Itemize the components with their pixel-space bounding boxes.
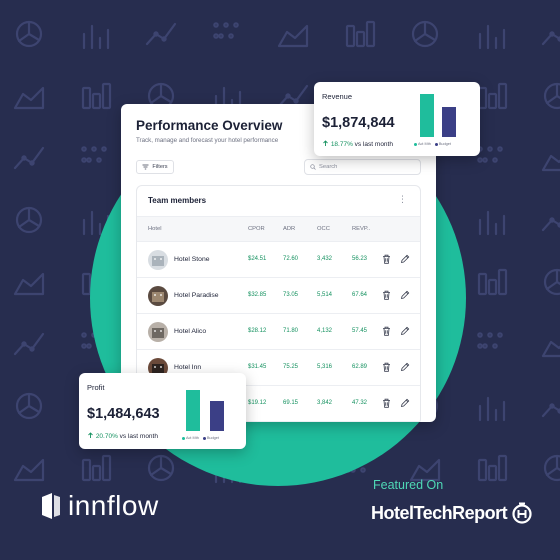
search-input[interactable]: Search — [304, 159, 421, 175]
pencil-icon[interactable] — [400, 326, 410, 336]
page-subtitle: Track, manage and forecast your hotel pe… — [136, 137, 279, 144]
trash-icon[interactable] — [382, 326, 391, 336]
arrow-up-icon — [323, 140, 328, 146]
cell-cpor: $32.85 — [248, 292, 267, 298]
cell-cpor: $31.45 — [248, 364, 267, 370]
profit-change-pct: 20.70% — [95, 433, 118, 440]
cell-revp: 62.89 — [352, 364, 368, 370]
cell-adr: 72.60 — [283, 256, 299, 262]
cell-occ: 5,514 — [317, 292, 333, 298]
search-icon — [310, 164, 316, 170]
legend-item-budget: Budget — [202, 436, 219, 440]
hotel-avatar — [148, 250, 168, 270]
cell-cpor: $19.12 — [248, 400, 267, 406]
pencil-icon[interactable] — [400, 290, 410, 300]
filters-label: Filters — [152, 164, 168, 170]
column-header-revp: REVP.. — [352, 226, 371, 232]
pencil-icon[interactable] — [400, 362, 410, 372]
cell-occ: 3,842 — [317, 400, 333, 406]
cell-adr: 73.05 — [283, 292, 299, 298]
cell-cpor: $28.12 — [248, 328, 267, 334]
column-header-occ: OCC — [317, 226, 330, 232]
hoteltechreport-mark-icon — [512, 502, 532, 524]
revenue-value: $1,874,844 — [322, 115, 395, 131]
brand-name: innflow — [68, 490, 159, 521]
pencil-icon[interactable] — [400, 398, 410, 408]
revenue-change: 18.77% vs last month — [322, 140, 393, 148]
legend-item-budget: Budget — [434, 142, 451, 146]
cell-occ: 4,132 — [317, 328, 333, 334]
cell-revp: 67.64 — [352, 292, 368, 298]
revenue-bar-actual — [420, 94, 434, 137]
column-header-adr: ADR — [283, 226, 296, 232]
hotel-name: Hotel Paradise — [174, 292, 219, 299]
table-row[interactable]: Hotel Stone $24.51 72.60 3,432 56.23 — [137, 242, 420, 278]
filter-icon — [142, 164, 149, 170]
revenue-change-text: vs last month — [354, 141, 393, 148]
revenue-bar-chart — [420, 94, 460, 137]
table-row[interactable]: Hotel Alico $28.12 71.80 4,132 57.45 — [137, 314, 420, 350]
cell-adr: 75.25 — [283, 364, 299, 370]
revenue-change-pct: 18.77% — [330, 141, 353, 148]
hotel-avatar — [148, 322, 168, 342]
table-title: Team members — [148, 196, 207, 205]
trash-icon[interactable] — [382, 290, 391, 300]
profit-card: Profit $1,484,643 20.70% vs last month A… — [79, 373, 246, 449]
revenue-bar-budget — [442, 106, 456, 137]
legend-item-act-mth: Act Mth — [182, 436, 199, 440]
cell-occ: 5,316 — [317, 364, 333, 370]
profit-value: $1,484,643 — [87, 406, 160, 422]
cell-revp: 47.32 — [352, 400, 368, 406]
hotel-avatar — [148, 286, 168, 306]
arrow-up-icon — [88, 432, 93, 438]
trash-icon[interactable] — [382, 254, 391, 264]
revenue-card: Revenue $1,874,844 18.77% vs last month … — [314, 82, 480, 156]
column-header-cpor: CPOR — [248, 226, 265, 232]
filters-button[interactable]: Filters — [136, 160, 174, 174]
innflow-mark-icon — [42, 493, 60, 519]
partner-name: HotelTechReport — [371, 502, 508, 523]
profit-change: 20.70% vs last month — [87, 432, 158, 440]
page-title: Performance Overview — [136, 118, 283, 133]
profit-label: Profit — [87, 383, 105, 392]
trash-icon[interactable] — [382, 398, 391, 408]
cell-occ: 3,432 — [317, 256, 333, 262]
trash-icon[interactable] — [382, 362, 391, 372]
cell-adr: 71.80 — [283, 328, 299, 334]
cell-revp: 56.23 — [352, 256, 368, 262]
cell-cpor: $24.51 — [248, 256, 267, 262]
table-header: Hotel CPOR ADR OCC REVP.. — [137, 216, 420, 242]
pencil-icon[interactable] — [400, 254, 410, 264]
profit-legend: Act Mth Budget — [182, 436, 219, 440]
search-placeholder: Search — [319, 164, 338, 170]
hoteltechreport-logo: HotelTechReport — [371, 502, 533, 524]
table-row[interactable]: Hotel Paradise $32.85 73.05 5,514 67.64 — [137, 278, 420, 314]
featured-on-text: Featured On — [373, 478, 444, 492]
cell-revp: 57.45 — [352, 328, 368, 334]
column-header-hotel: Hotel — [148, 226, 162, 232]
hotel-name: Hotel Inn — [174, 364, 202, 371]
hotel-name: Hotel Stone — [174, 256, 210, 263]
more-options-icon[interactable]: ⋮ — [398, 194, 407, 204]
cell-adr: 69.15 — [283, 400, 299, 406]
profit-change-text: vs last month — [119, 433, 158, 440]
revenue-label: Revenue — [322, 92, 353, 101]
legend-item-act-mth: Act Mth — [414, 142, 431, 146]
revenue-legend: Act Mth Budget — [414, 142, 451, 146]
profit-bar-chart — [186, 390, 226, 431]
profit-bar-actual — [186, 390, 200, 431]
profit-bar-budget — [210, 401, 224, 431]
hotel-name: Hotel Alico — [174, 328, 207, 335]
innflow-logo: innflow — [40, 490, 159, 522]
